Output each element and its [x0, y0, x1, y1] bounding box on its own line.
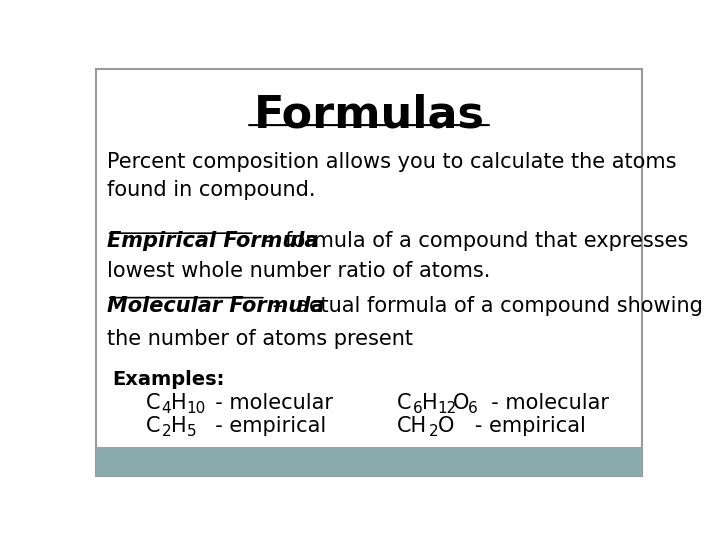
Text: C: C: [397, 393, 411, 413]
Text: Formulas: Formulas: [253, 94, 485, 137]
Text: - empirical: - empirical: [202, 416, 326, 436]
Text: O: O: [438, 416, 454, 436]
Text: 12: 12: [438, 401, 457, 416]
Text: - empirical: - empirical: [456, 416, 586, 436]
Text: Empirical Formula: Empirical Formula: [107, 231, 318, 251]
FancyBboxPatch shape: [96, 69, 642, 476]
Text: C: C: [145, 393, 161, 413]
Text: Percent composition allows you to calculate the atoms
found in compound.: Percent composition allows you to calcul…: [107, 152, 676, 200]
Text: –  actual formula of a compound showing: – actual formula of a compound showing: [266, 295, 703, 315]
Text: 2: 2: [161, 424, 171, 438]
Text: - molecular: - molecular: [202, 393, 333, 413]
Text: H: H: [171, 393, 186, 413]
Text: 4: 4: [161, 401, 171, 416]
Text: Examples:: Examples:: [112, 370, 225, 389]
Text: 10: 10: [186, 401, 206, 416]
Text: 5: 5: [186, 424, 196, 438]
Text: Molecular Formula: Molecular Formula: [107, 295, 324, 315]
Text: H: H: [422, 393, 438, 413]
Text: H: H: [171, 416, 186, 436]
Text: 6: 6: [468, 401, 478, 416]
FancyBboxPatch shape: [96, 447, 642, 476]
Text: 2: 2: [428, 424, 438, 438]
Text: - molecular: - molecular: [478, 393, 609, 413]
Text: O: O: [453, 393, 469, 413]
Text: lowest whole number ratio of atoms.: lowest whole number ratio of atoms.: [107, 261, 490, 281]
Text: 6: 6: [413, 401, 422, 416]
Text: the number of atoms present: the number of atoms present: [107, 329, 413, 349]
Text: –  formula of a compound that expresses: – formula of a compound that expresses: [255, 231, 688, 251]
Text: C: C: [145, 416, 161, 436]
Text: CH: CH: [397, 416, 427, 436]
